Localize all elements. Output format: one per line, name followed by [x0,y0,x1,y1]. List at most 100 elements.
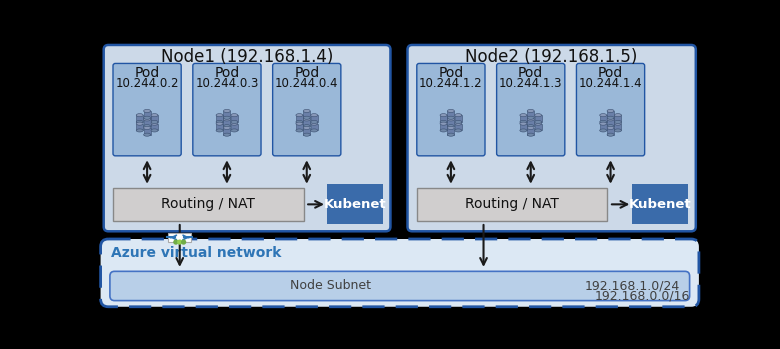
Ellipse shape [144,118,151,121]
Ellipse shape [223,133,230,136]
Ellipse shape [223,126,230,129]
Bar [519,115,526,122]
Ellipse shape [144,116,151,119]
Ellipse shape [223,116,230,119]
Ellipse shape [303,116,310,119]
Bar [303,128,310,135]
Ellipse shape [534,114,541,117]
Bar [151,124,158,131]
Ellipse shape [144,126,151,129]
Ellipse shape [303,133,310,136]
Ellipse shape [455,120,462,124]
Bar [303,111,310,118]
Bar [440,124,447,131]
Bar [455,124,462,131]
Bar [223,128,230,135]
Ellipse shape [527,126,534,129]
Ellipse shape [534,129,541,132]
Ellipse shape [448,116,455,119]
Ellipse shape [519,122,526,125]
Ellipse shape [144,125,151,128]
Ellipse shape [144,133,151,136]
Ellipse shape [310,122,317,125]
Ellipse shape [527,109,534,112]
Ellipse shape [455,129,462,132]
Ellipse shape [231,120,238,124]
Text: Pod: Pod [518,66,544,81]
Bar [136,115,144,122]
Text: Pod: Pod [134,66,160,81]
Text: Azure virtual network: Azure virtual network [112,246,282,260]
Ellipse shape [607,133,614,136]
Bar [527,111,534,118]
Bar [607,111,614,118]
Ellipse shape [310,129,317,132]
Text: Routing / NAT: Routing / NAT [465,197,559,211]
Text: 10.244.1.2: 10.244.1.2 [419,77,483,90]
Text: 10.244.0.3: 10.244.0.3 [195,77,259,90]
Text: Pod: Pod [294,66,319,81]
Ellipse shape [216,122,223,125]
Ellipse shape [534,120,541,124]
Ellipse shape [440,114,447,117]
Text: Routing / NAT: Routing / NAT [161,197,255,211]
Ellipse shape [448,126,455,129]
FancyBboxPatch shape [273,64,341,156]
Bar [223,119,230,126]
Ellipse shape [303,126,310,129]
Text: Pod: Pod [598,66,623,81]
Bar [448,119,455,126]
Ellipse shape [455,114,462,117]
Bar [448,128,455,135]
Ellipse shape [448,133,455,136]
FancyBboxPatch shape [193,64,261,156]
FancyBboxPatch shape [104,45,391,231]
Ellipse shape [296,122,303,125]
Ellipse shape [600,120,607,124]
Bar [231,124,238,131]
Ellipse shape [151,114,158,117]
Ellipse shape [303,118,310,121]
Ellipse shape [600,129,607,132]
Ellipse shape [296,129,303,132]
Ellipse shape [303,109,310,112]
Bar [527,119,534,126]
Ellipse shape [216,114,223,117]
Text: 10.244.0.4: 10.244.0.4 [275,77,339,90]
Bar [600,124,607,131]
Ellipse shape [151,122,158,125]
Bar [607,128,614,135]
FancyBboxPatch shape [110,271,690,300]
Bar [615,124,622,131]
Bar [327,184,383,224]
Ellipse shape [151,120,158,124]
Text: 10.244.1.3: 10.244.1.3 [499,77,562,90]
Ellipse shape [310,120,317,124]
Ellipse shape [136,122,144,125]
Bar [231,115,238,122]
Ellipse shape [448,125,455,128]
Bar [534,124,541,131]
Bar [144,128,151,135]
Ellipse shape [519,114,526,117]
Text: Node2 (192.168.1.5): Node2 (192.168.1.5) [466,48,638,66]
Bar [600,115,607,122]
Bar [144,111,151,118]
Ellipse shape [527,133,534,136]
Bar [440,115,447,122]
Bar [310,124,317,131]
Ellipse shape [448,118,455,121]
Ellipse shape [607,116,614,119]
Ellipse shape [231,129,238,132]
Ellipse shape [600,114,607,117]
Ellipse shape [519,129,526,132]
Text: Node1 (192.168.1.4): Node1 (192.168.1.4) [161,48,333,66]
Ellipse shape [231,122,238,125]
Bar [310,115,317,122]
FancyBboxPatch shape [407,45,696,231]
Ellipse shape [144,109,151,112]
Bar [633,184,688,224]
Text: 192.168.0.0/16: 192.168.0.0/16 [594,289,690,303]
Bar [607,119,614,126]
Ellipse shape [607,118,614,121]
